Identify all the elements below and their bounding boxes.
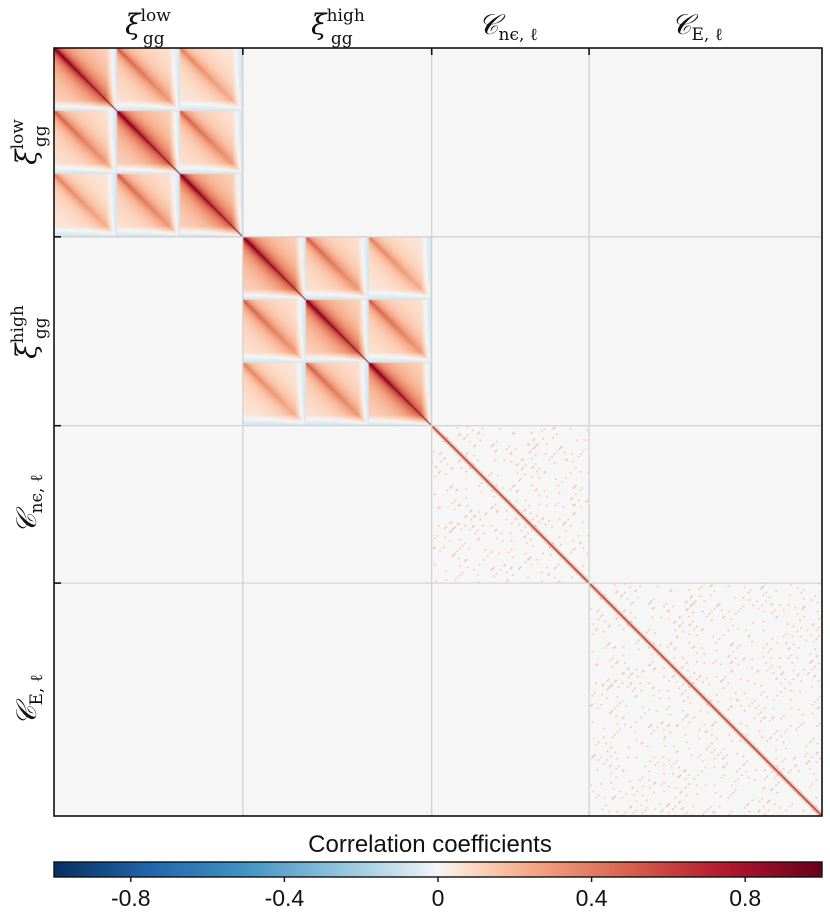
col-label-xi-low: ξlow gg — [125, 6, 171, 49]
col-label-c-e: 𝒞E, ℓ — [671, 8, 723, 45]
row-label-xi-high: ξhigh gg — [8, 305, 51, 359]
colorbar — [53, 861, 823, 878]
correlation-heatmap — [54, 48, 822, 816]
col-label-c-ne: 𝒞nϵ, ℓ — [478, 8, 538, 45]
colorbar-tick-label: -0.8 — [111, 885, 151, 911]
column-labels: ξlow gg ξhigh gg 𝒞nϵ, ℓ 𝒞E, ℓ — [125, 6, 723, 49]
colorbar-ticks: -0.8 -0.4 0 0.4 0.8 — [111, 877, 761, 911]
colorbar-tick-label: -0.4 — [265, 885, 305, 911]
row-label-c-e: 𝒞E, ℓ — [10, 674, 47, 726]
row-labels: ξlow gg ξhigh gg 𝒞nϵ, ℓ 𝒞E, ℓ — [8, 119, 51, 726]
colorbar-tick-label: 0.4 — [576, 885, 608, 911]
colorbar-tick-label: 0.8 — [729, 885, 761, 911]
plot-frame — [53, 47, 823, 817]
row-label-xi-low: ξlow gg — [8, 119, 51, 165]
block-ticks — [54, 48, 590, 584]
row-label-c-ne: 𝒞nϵ, ℓ — [10, 474, 47, 534]
colorbar-tick-label: 0 — [432, 885, 445, 911]
colorbar-title: Correlation coefficients — [308, 831, 552, 858]
col-label-xi-high: ξhigh gg — [311, 6, 365, 49]
block-separators — [54, 48, 822, 816]
